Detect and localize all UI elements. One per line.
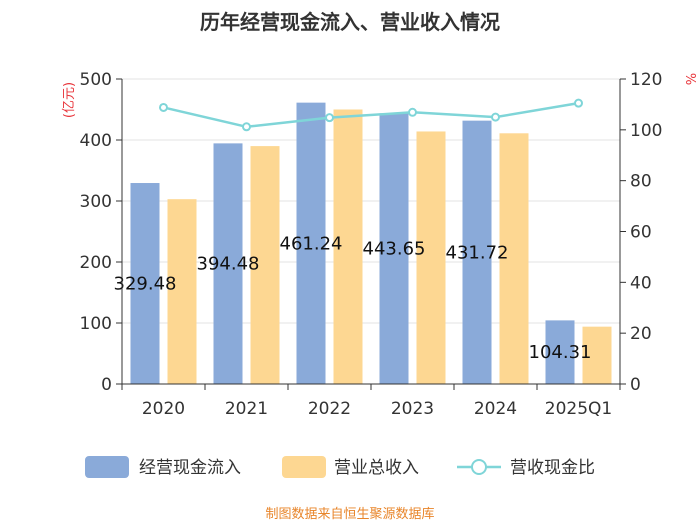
x-axis-tick-label: 2024	[474, 399, 517, 419]
legend-label-cash-inflow: 经营现金流入	[139, 458, 241, 478]
legend-swatch-revenue	[282, 456, 326, 478]
cash-inflow-bar	[130, 183, 160, 384]
data-label: 431.72	[446, 242, 509, 263]
ratio-line-group	[159, 98, 583, 132]
data-label: 104.31	[529, 342, 592, 363]
left-axis-unit: (亿元)	[62, 82, 77, 118]
ratio-point	[491, 112, 500, 122]
revenue-bar	[250, 146, 280, 384]
left-axis-tick-label: 100	[80, 314, 112, 334]
legend-label-revenue: 营业总收入	[334, 458, 419, 478]
legend: 经营现金流入 营业总收入 营收现金比	[85, 456, 595, 478]
chart-title: 历年经营现金流入、营业收入情况	[200, 10, 500, 34]
ratio-point	[408, 107, 417, 117]
cash-inflow-bar	[545, 320, 575, 384]
legend-label-ratio: 营收现金比	[510, 458, 595, 478]
ratio-point	[159, 102, 168, 112]
ratio-point	[574, 98, 583, 108]
left-axis-tick-label: 200	[80, 253, 112, 273]
ratio-line	[163, 101, 579, 129]
right-axis-tick-label: 80	[630, 172, 652, 192]
revenue-bar	[333, 109, 363, 384]
data-label: 461.24	[280, 233, 343, 254]
revenue-bar	[499, 133, 529, 384]
x-axis-tick-label: 2023	[391, 399, 434, 419]
data-label: 443.65	[363, 239, 426, 260]
cash-inflow-bar	[296, 102, 326, 384]
legend-swatch-ratio-marker	[471, 459, 487, 475]
right-axis-tick-label: 100	[630, 121, 662, 141]
x-axis-tick-label: 2021	[225, 399, 268, 419]
right-axis-tick-label: 120	[630, 70, 662, 90]
x-axis-tick-label: 2022	[308, 399, 351, 419]
left-axis-tick-label: 500	[80, 70, 112, 90]
data-label: 394.48	[197, 254, 260, 275]
left-axis-tick-label: 300	[80, 192, 112, 212]
bar-group	[130, 102, 612, 384]
grid-lines	[122, 78, 620, 324]
source-note: 制图数据来自恒生聚源数据库	[265, 506, 434, 522]
x-axis-tick-label: 2025Q1	[545, 399, 612, 419]
left-axis-tick-label: 400	[80, 131, 112, 151]
right-axis-tick-label: 40	[630, 273, 652, 293]
cash-inflow-bar	[379, 113, 409, 384]
ratio-point	[325, 113, 334, 123]
right-axis-unit: %	[682, 73, 697, 85]
cash-inflow-bar	[213, 143, 243, 384]
revenue-bar	[416, 131, 446, 384]
right-axis-tick-label: 60	[630, 223, 652, 243]
cash-inflow-bar	[462, 120, 492, 384]
right-axis-tick-label: 20	[630, 324, 652, 344]
axes: 0 100 200 300 400 500 0 20 40 60 80 100 120 2020 2021 2…	[80, 70, 663, 419]
data-label: 329.48	[114, 274, 177, 295]
ratio-point	[242, 122, 251, 132]
x-axis-tick-label: 2020	[142, 399, 185, 419]
revenue-bar	[167, 199, 197, 384]
legend-swatch-cash-inflow	[85, 456, 129, 478]
data-label-group: 329.48 394.48 461.24 443.65 431.72 104.31	[114, 233, 592, 363]
left-axis-tick-label: 0	[101, 375, 112, 395]
revenue-bar	[582, 326, 612, 384]
right-axis-tick-label: 0	[630, 375, 641, 395]
